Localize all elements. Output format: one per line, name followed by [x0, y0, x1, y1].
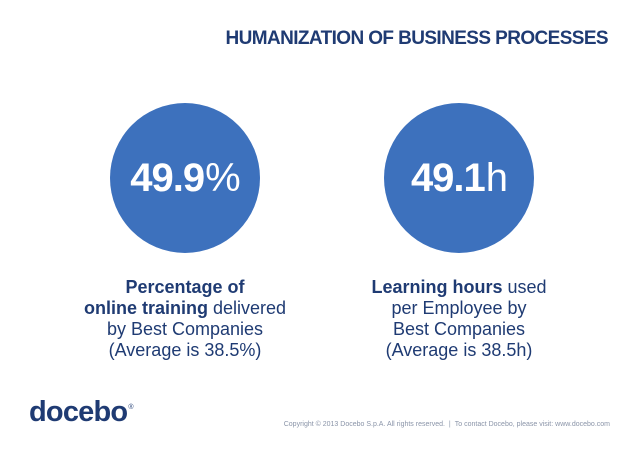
desc-line: Percentage of [55, 277, 315, 298]
logo-text: docebo [29, 396, 128, 428]
desc-line: by Best Companies [106, 319, 264, 339]
stat-value-learning-hours: 49.1h [410, 156, 508, 200]
desc-line: per Employee by [391, 298, 527, 318]
docebo-logo: docebo® [29, 396, 134, 429]
registered-mark: ® [128, 404, 133, 411]
desc-line: (Average is 38.5%) [108, 340, 262, 360]
desc-line: Best Companies [392, 319, 526, 339]
desc-text: used [502, 277, 547, 297]
desc-line: Learning hours used [329, 277, 589, 298]
stat-circle-online-training: 49.9% [110, 103, 260, 253]
stat-value-online-training: 49.9% [130, 156, 241, 200]
desc-text: delivered [207, 298, 287, 318]
stat-circle-learning-hours: 49.1h [384, 103, 534, 253]
desc-bold-text: Percentage of [125, 277, 245, 297]
stat-description-learning-hours: Learning hours used per Employee by Best… [329, 277, 589, 361]
desc-line: (Average is 38.5h) [385, 340, 533, 360]
stat-unit: % [205, 156, 241, 200]
stat-description-online-training: Percentage of online training delivered … [55, 277, 315, 361]
stat-unit: h [485, 156, 508, 200]
contact-text: To contact Docebo, please visit: www.doc… [454, 421, 610, 428]
desc-bold-text: online training [83, 298, 208, 318]
copyright-text: Copyright © 2013 Docebo S.p.A. All right… [283, 421, 445, 428]
footer-separator: | [448, 421, 451, 428]
page-title: HUMANIZATION OF BUSINESS PROCESSES [225, 28, 608, 49]
footer-copyright: Copyright © 2013 Docebo S.p.A. All right… [284, 421, 610, 428]
desc-line: online training delivered [55, 298, 315, 319]
desc-bold-text: Learning hours [371, 277, 503, 297]
stat-number: 49.1 [410, 156, 486, 200]
stat-number: 49.9 [130, 156, 205, 200]
